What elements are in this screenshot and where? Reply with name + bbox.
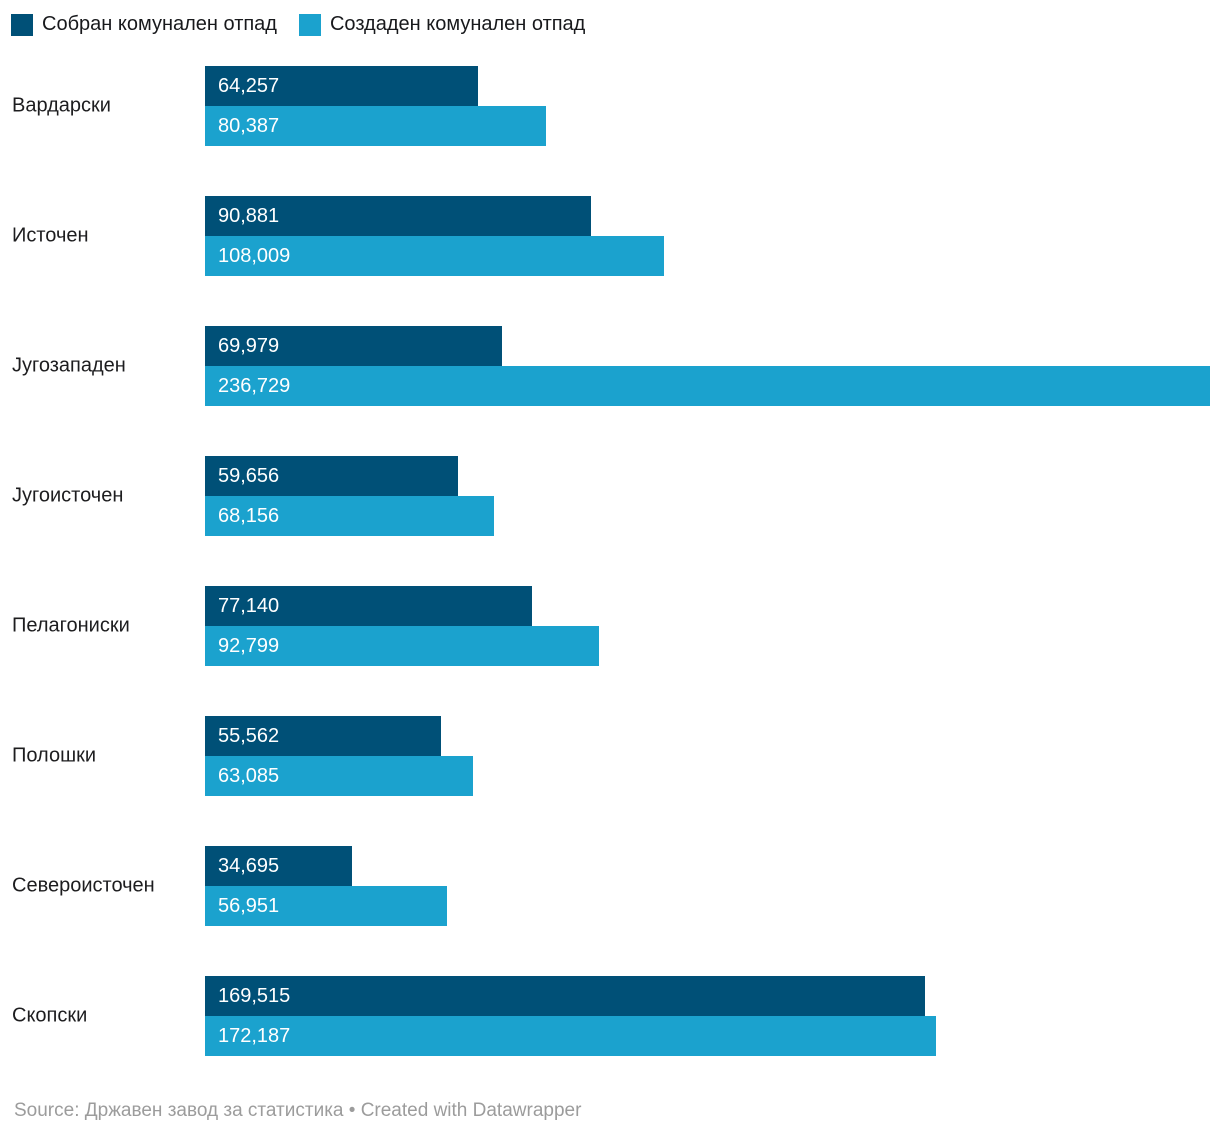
source-note-text: Source: Државен завод за статистика • Cr… bbox=[14, 1100, 582, 1121]
bar-value-label: 77,140 bbox=[218, 594, 280, 617]
bar-value-label: 172,187 bbox=[218, 1024, 291, 1047]
bar-value-label: 34,695 bbox=[218, 854, 280, 877]
bar-value-label: 80,387 bbox=[218, 114, 280, 137]
bar-group: Пелагониски 77,140 92,799 bbox=[0, 586, 1220, 666]
bar-pair: 90,881 108,009 bbox=[205, 196, 1220, 276]
bar-pair: 169,515 172,187 bbox=[205, 976, 1220, 1056]
legend-label: Собран комунален отпад bbox=[42, 13, 277, 35]
bar-group: Вардарски 64,257 80,387 bbox=[0, 66, 1220, 146]
category-label: Полошки bbox=[12, 744, 97, 767]
bar-value-label: 56,951 bbox=[218, 894, 280, 917]
category-label: Источен bbox=[12, 224, 89, 247]
generated-waste-bar: 80,387 bbox=[205, 106, 546, 146]
category-label: Североисточен bbox=[12, 874, 155, 897]
collected-waste-bar: 69,979 bbox=[205, 326, 502, 366]
bar-pair: 69,979 236,729 bbox=[205, 326, 1220, 406]
generated-waste-bar: 236,729 bbox=[205, 366, 1210, 406]
bar-pair: 77,140 92,799 bbox=[205, 586, 1220, 666]
category-label: Вардарски bbox=[12, 94, 111, 117]
bar-value-label: 59,656 bbox=[218, 464, 280, 487]
generated-waste-bar: 68,156 bbox=[205, 496, 494, 536]
generated-waste-bar: 92,799 bbox=[205, 626, 599, 666]
bar-chart: Вардарски 64,257 80,387 Источен 90,881 108,00… bbox=[0, 66, 1220, 1106]
legend-item-0: Собран комунален отпад bbox=[11, 13, 277, 36]
bar-value-label: 236,729 bbox=[218, 374, 291, 397]
bar-group: Југоисточен 59,656 68,156 bbox=[0, 456, 1220, 536]
bar-value-label: 63,085 bbox=[218, 764, 280, 787]
bar-group: Источен 90,881 108,009 bbox=[0, 196, 1220, 276]
generated-waste-bar: 108,009 bbox=[205, 236, 664, 276]
category-label: Пелагониски bbox=[12, 614, 130, 637]
bar-pair: 59,656 68,156 bbox=[205, 456, 1220, 536]
collected-waste-bar: 55,562 bbox=[205, 716, 441, 756]
bar-pair: 34,695 56,951 bbox=[205, 846, 1220, 926]
generated-waste-bar: 63,085 bbox=[205, 756, 473, 796]
category-label: Скопски bbox=[12, 1004, 88, 1027]
bar-group: Скопски 169,515 172,187 bbox=[0, 976, 1220, 1056]
bar-value-label: 92,799 bbox=[218, 634, 280, 657]
bar-value-label: 55,562 bbox=[218, 724, 280, 747]
legend: Собран комунален отпад Создаден комунален… bbox=[11, 13, 607, 36]
category-label: Југоисточен bbox=[12, 484, 124, 507]
collected-waste-bar: 90,881 bbox=[205, 196, 591, 236]
legend-item-1: Создаден комунален отпад bbox=[298, 13, 586, 36]
bar-pair: 55,562 63,085 bbox=[205, 716, 1220, 796]
bar-value-label: 108,009 bbox=[218, 244, 291, 267]
bar-value-label: 69,979 bbox=[218, 334, 280, 357]
legend-swatch-icon bbox=[11, 13, 33, 36]
generated-waste-bar: 172,187 bbox=[205, 1016, 936, 1056]
bar-value-label: 169,515 bbox=[218, 984, 291, 1007]
category-label: Југозападен bbox=[12, 354, 126, 377]
bar-value-label: 68,156 bbox=[218, 504, 280, 527]
bar-value-label: 64,257 bbox=[218, 74, 280, 97]
source-note: Source: Државен завод за статистика • Cr… bbox=[14, 1100, 581, 1122]
bar-value-label: 90,881 bbox=[218, 204, 280, 227]
collected-waste-bar: 77,140 bbox=[205, 586, 532, 626]
collected-waste-bar: 34,695 bbox=[205, 846, 352, 886]
bar-group: Југозападен 69,979 236,729 bbox=[0, 326, 1220, 406]
collected-waste-bar: 64,257 bbox=[205, 66, 478, 106]
bar-group: Полошки 55,562 63,085 bbox=[0, 716, 1220, 796]
bar-group: Североисточен 34,695 56,951 bbox=[0, 846, 1220, 926]
collected-waste-bar: 59,656 bbox=[205, 456, 458, 496]
generated-waste-bar: 56,951 bbox=[205, 886, 447, 926]
legend-label: Создаден комунален отпад bbox=[329, 13, 586, 35]
collected-waste-bar: 169,515 bbox=[205, 976, 925, 1016]
legend-swatch-icon bbox=[298, 13, 321, 36]
bar-pair: 64,257 80,387 bbox=[205, 66, 1220, 146]
